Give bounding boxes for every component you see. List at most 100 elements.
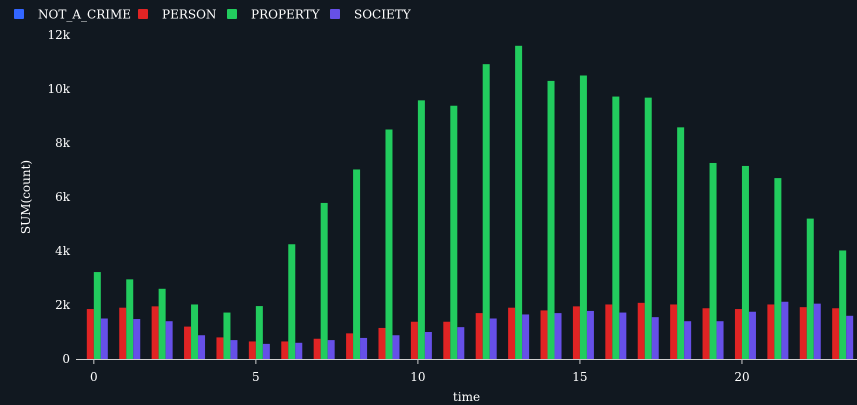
bar-group-4 bbox=[216, 312, 238, 359]
bar-society-22[interactable] bbox=[813, 303, 821, 359]
y-tick-label: 4k bbox=[55, 244, 71, 258]
bar-group-18 bbox=[670, 127, 692, 359]
x-axis-title: time bbox=[453, 390, 480, 404]
bar-society-15[interactable] bbox=[586, 310, 594, 359]
bar-society-2[interactable] bbox=[165, 321, 173, 359]
bar-property-19[interactable] bbox=[709, 162, 717, 359]
bar-society-0[interactable] bbox=[100, 318, 108, 360]
x-tick-label: 5 bbox=[252, 370, 260, 384]
bar-society-23[interactable] bbox=[846, 315, 854, 359]
bar-society-8[interactable] bbox=[360, 337, 368, 359]
bar-person-8[interactable] bbox=[346, 333, 354, 359]
bar-group-13 bbox=[508, 45, 530, 360]
bar-property-22[interactable] bbox=[806, 218, 814, 359]
y-tick-label: 8k bbox=[55, 136, 71, 150]
bar-person-11[interactable] bbox=[443, 321, 451, 359]
bar-person-7[interactable] bbox=[313, 338, 321, 359]
bar-society-1[interactable] bbox=[133, 319, 141, 359]
bar-person-18[interactable] bbox=[670, 304, 678, 359]
legend-item-property[interactable]: PROPERTY bbox=[227, 8, 321, 22]
y-tick-label: 12k bbox=[47, 28, 70, 42]
bar-property-16[interactable] bbox=[612, 96, 620, 359]
bar-group-21 bbox=[767, 178, 789, 359]
bar-person-21[interactable] bbox=[767, 304, 775, 359]
legend-item-not-a-crime[interactable]: NOT_A_CRIME bbox=[14, 8, 131, 22]
bar-property-20[interactable] bbox=[741, 165, 749, 359]
bar-property-10[interactable] bbox=[417, 100, 425, 359]
bar-person-12[interactable] bbox=[475, 313, 483, 359]
bar-person-13[interactable] bbox=[508, 307, 516, 359]
bar-property-5[interactable] bbox=[255, 306, 263, 359]
bar-property-9[interactable] bbox=[385, 129, 393, 360]
bar-person-15[interactable] bbox=[572, 306, 580, 359]
bar-group-23 bbox=[832, 250, 854, 359]
bar-property-13[interactable] bbox=[515, 45, 523, 360]
bar-property-12[interactable] bbox=[482, 64, 490, 359]
bar-society-10[interactable] bbox=[424, 332, 432, 359]
bar-property-18[interactable] bbox=[677, 127, 685, 359]
bar-person-4[interactable] bbox=[216, 337, 224, 359]
bar-person-1[interactable] bbox=[119, 307, 127, 359]
bar-person-16[interactable] bbox=[605, 304, 613, 359]
legend-label: SOCIETY bbox=[354, 8, 412, 22]
bar-property-14[interactable] bbox=[547, 80, 555, 360]
bar-society-17[interactable] bbox=[651, 317, 659, 359]
bar-property-6[interactable] bbox=[288, 244, 296, 359]
bar-property-1[interactable] bbox=[126, 279, 134, 359]
bar-society-21[interactable] bbox=[781, 301, 789, 359]
x-tick-label: 15 bbox=[572, 370, 587, 384]
bar-property-0[interactable] bbox=[93, 272, 101, 359]
bar-property-23[interactable] bbox=[839, 250, 847, 359]
bar-society-3[interactable] bbox=[198, 335, 206, 359]
bar-property-3[interactable] bbox=[191, 304, 199, 359]
bar-society-6[interactable] bbox=[295, 342, 303, 359]
bar-person-6[interactable] bbox=[281, 341, 289, 359]
bar-property-7[interactable] bbox=[320, 202, 328, 359]
bar-group-10 bbox=[410, 100, 432, 359]
bar-society-19[interactable] bbox=[716, 321, 724, 359]
bar-group-2 bbox=[151, 288, 173, 359]
bar-society-4[interactable] bbox=[230, 340, 238, 359]
bar-person-17[interactable] bbox=[637, 302, 645, 359]
bar-person-14[interactable] bbox=[540, 310, 548, 359]
y-axis-title: SUM(count) bbox=[19, 160, 33, 234]
bar-property-17[interactable] bbox=[644, 97, 652, 359]
bar-society-12[interactable] bbox=[489, 318, 497, 360]
bar-person-5[interactable] bbox=[248, 341, 256, 359]
bar-society-11[interactable] bbox=[457, 327, 465, 359]
bar-person-9[interactable] bbox=[378, 327, 386, 359]
bar-society-18[interactable] bbox=[684, 321, 692, 359]
bar-society-5[interactable] bbox=[262, 343, 270, 359]
bar-society-14[interactable] bbox=[554, 313, 562, 359]
bar-property-15[interactable] bbox=[579, 75, 587, 360]
bar-society-16[interactable] bbox=[619, 312, 627, 359]
bar-person-23[interactable] bbox=[832, 308, 840, 359]
bar-society-7[interactable] bbox=[327, 340, 335, 359]
bar-person-19[interactable] bbox=[702, 308, 710, 359]
bar-person-2[interactable] bbox=[151, 306, 159, 359]
bar-group-14 bbox=[540, 80, 562, 360]
legend-label: PERSON bbox=[162, 8, 216, 22]
y-tick-label: 6k bbox=[55, 190, 71, 204]
bar-group-1 bbox=[119, 279, 141, 359]
bar-person-10[interactable] bbox=[410, 321, 418, 359]
bar-society-13[interactable] bbox=[522, 314, 530, 359]
bar-person-22[interactable] bbox=[799, 307, 807, 359]
bar-society-9[interactable] bbox=[392, 335, 400, 359]
bar-property-8[interactable] bbox=[353, 169, 361, 359]
bar-person-3[interactable] bbox=[184, 326, 192, 359]
bar-person-0[interactable] bbox=[86, 309, 94, 359]
bar-group-6 bbox=[281, 244, 303, 359]
legend-item-society[interactable]: SOCIETY bbox=[330, 8, 412, 22]
bar-group-17 bbox=[637, 97, 659, 359]
legend-item-person[interactable]: PERSON bbox=[138, 8, 216, 22]
bar-person-20[interactable] bbox=[734, 309, 742, 359]
bar-property-4[interactable] bbox=[223, 312, 231, 359]
bar-group-8 bbox=[346, 169, 368, 359]
bar-property-2[interactable] bbox=[158, 288, 166, 359]
bar-property-11[interactable] bbox=[450, 105, 458, 360]
legend-label: PROPERTY bbox=[251, 8, 321, 22]
bar-property-21[interactable] bbox=[774, 178, 782, 359]
bar-society-20[interactable] bbox=[748, 311, 756, 359]
